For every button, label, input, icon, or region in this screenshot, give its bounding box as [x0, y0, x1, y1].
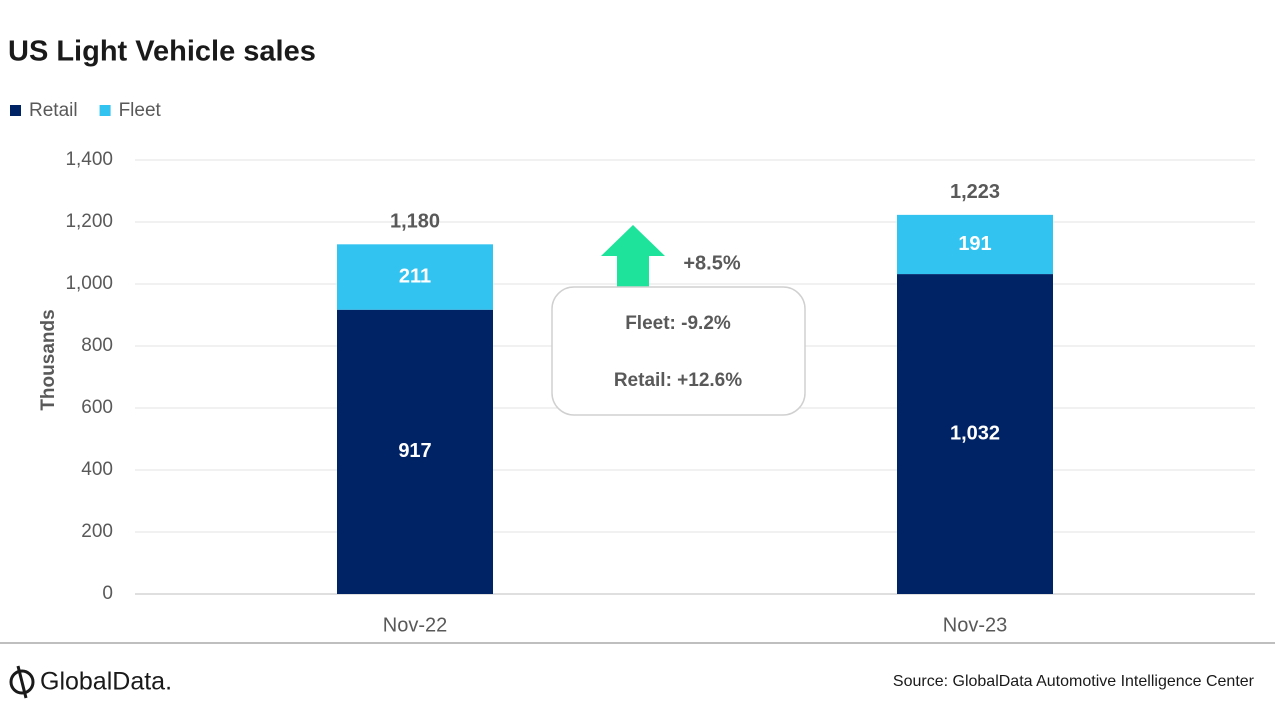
total-label: 1,180 [390, 211, 440, 233]
y-tick-label: 1,400 [65, 149, 113, 170]
y-tick-label: 600 [81, 397, 113, 418]
y-tick-label: 200 [81, 521, 113, 542]
logo-text: GlobalData. [40, 668, 172, 696]
y-axis-label: Thousands [38, 309, 59, 410]
retail-annotation: Retail: +12.6% [614, 370, 742, 391]
source: Source: GlobalData Automotive Intelligen… [893, 673, 1255, 690]
data-label: 917 [398, 440, 431, 462]
y-tick-label: 400 [81, 459, 113, 480]
y-tick-label: 0 [102, 583, 113, 604]
bar-segment [897, 274, 1053, 594]
chart-title: US Light Vehicle sales [8, 36, 316, 68]
logo-icon [9, 669, 35, 695]
bar-segment [897, 214, 1053, 275]
y-tick-label: 1,200 [65, 211, 113, 232]
logo-icon-stroke [16, 665, 28, 699]
data-label: 191 [958, 233, 991, 255]
fleet-annotation: Fleet: -9.2% [625, 313, 731, 334]
legend-swatch [10, 105, 21, 116]
legend-label: Fleet [119, 100, 162, 121]
x-tick-label: Nov-22 [383, 614, 447, 636]
data-label: 211 [399, 265, 431, 287]
y-tick-label: 1,000 [65, 273, 113, 294]
legend-label: Retail [29, 100, 78, 121]
bar-segment [337, 309, 493, 594]
y-tick-label: 800 [81, 335, 113, 356]
annotation-box [551, 286, 806, 416]
x-tick-label: Nov-23 [943, 614, 1007, 636]
change-annotation: +8.5% [683, 252, 740, 274]
up-arrow [601, 225, 665, 288]
logo: GlobalData. [9, 665, 172, 699]
data-label: 1,032 [950, 422, 1000, 444]
total-label: 1,223 [950, 181, 1000, 203]
bar-segment [337, 244, 493, 310]
legend-swatch [99, 105, 111, 116]
